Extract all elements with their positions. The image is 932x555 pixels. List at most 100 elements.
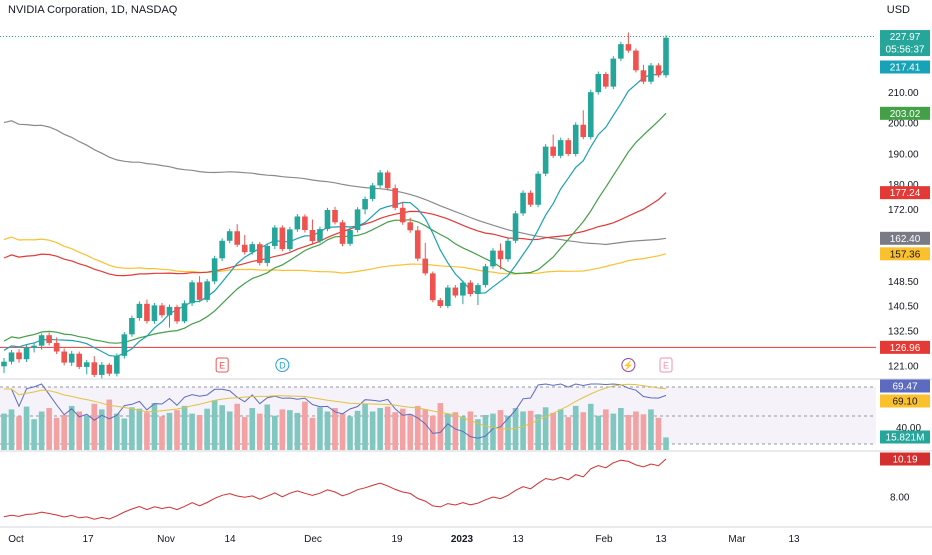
volume-bar (572, 405, 579, 450)
candle (648, 62, 654, 85)
volume-bar (46, 408, 52, 450)
candle (53, 337, 60, 354)
event-marker-badge (215, 357, 229, 373)
candle (174, 304, 180, 324)
candle (272, 225, 278, 250)
volume-bar (129, 407, 135, 450)
candle-body (437, 300, 444, 306)
candle-body (452, 287, 459, 296)
volume-bar (618, 408, 624, 450)
candle (603, 71, 609, 89)
candle-body (91, 362, 98, 375)
candle-body (535, 173, 541, 205)
candle-body (640, 70, 647, 82)
candle-body (377, 172, 383, 186)
candle-body (542, 146, 549, 174)
candle-body (106, 364, 113, 374)
candle-body (392, 188, 398, 208)
candle (384, 170, 391, 191)
candle-body (68, 353, 75, 363)
candle (565, 138, 572, 157)
volume-bar (550, 412, 556, 450)
candle (317, 226, 323, 244)
candle (527, 190, 534, 207)
candle-body (527, 192, 534, 205)
currency-label: USD (886, 4, 910, 16)
volume-bar (414, 405, 421, 450)
price-badge-label: 177.24 (890, 188, 921, 199)
price-badge-label: 162.40 (890, 234, 921, 245)
y-tick-label: 180.00 (888, 180, 919, 191)
candle-body (618, 44, 624, 59)
volume-bar (460, 416, 466, 450)
volume-bar (204, 408, 210, 450)
candle-body (347, 230, 353, 244)
volume-bar (61, 415, 67, 450)
candle-body (83, 362, 90, 367)
y-tick-label: 148.50 (888, 277, 919, 288)
candle (414, 226, 421, 262)
candle-body (580, 124, 587, 138)
x-tick-label: 17 (82, 534, 94, 545)
candle (38, 333, 45, 350)
candle (655, 63, 662, 78)
candle (332, 206, 338, 225)
volume-bar (407, 414, 414, 450)
volume-bar (467, 411, 474, 450)
candle (136, 301, 143, 321)
candle (542, 144, 549, 177)
candle (610, 56, 617, 90)
x-tick-label: Feb (595, 534, 613, 545)
time-axis: Oct 17 Nov 14 Dec 19 2023 13 Feb 13 Mar 13 (8, 534, 800, 545)
candle (429, 271, 436, 303)
volume-bar (648, 409, 654, 450)
candle (91, 356, 98, 378)
candle-body (302, 216, 308, 230)
volume-bar (512, 408, 519, 450)
x-tick-label: 19 (391, 534, 403, 545)
candle (46, 332, 52, 346)
volume-bar (23, 406, 30, 450)
volume-bar (317, 407, 323, 450)
candle (249, 241, 256, 255)
candle (595, 71, 602, 95)
candle-body (655, 65, 662, 76)
candle-body (294, 216, 301, 230)
volume-bar (151, 403, 158, 450)
candle (159, 302, 165, 318)
candle-body (61, 351, 67, 363)
volume-bar (144, 412, 150, 450)
candle-body (279, 227, 286, 250)
event-marker-label: E (663, 361, 669, 371)
candle-body (362, 198, 368, 210)
candle-body (565, 140, 572, 154)
y-tick-label: 190.00 (888, 149, 919, 160)
volume-bar (272, 415, 278, 450)
candle (121, 332, 128, 359)
volume-pane (0, 383, 876, 450)
candle (264, 243, 271, 267)
candle-body (241, 244, 248, 253)
volume-bar (1, 413, 7, 450)
x-tick-label: 13 (512, 534, 524, 545)
candle-body (256, 244, 263, 263)
candle (189, 280, 195, 306)
volume-bar (309, 417, 316, 450)
candle (68, 350, 75, 366)
candle-body (587, 92, 594, 138)
candle (302, 214, 308, 233)
candle (482, 263, 489, 288)
volume-bar (527, 410, 534, 450)
volume-bar (565, 417, 572, 450)
price-badge-label: 126.96 (890, 343, 921, 354)
volume-bar (580, 412, 587, 450)
candle-body (482, 266, 489, 286)
candle (16, 349, 22, 363)
chart-title: NVIDIA Corporation, 1D, NASDAQ (8, 4, 178, 16)
volume-bar (347, 416, 353, 450)
y-tick-label: 172.00 (888, 205, 919, 216)
x-tick-label: 13 (788, 534, 800, 545)
volume-bar (332, 408, 338, 450)
volume-badge (880, 430, 930, 444)
